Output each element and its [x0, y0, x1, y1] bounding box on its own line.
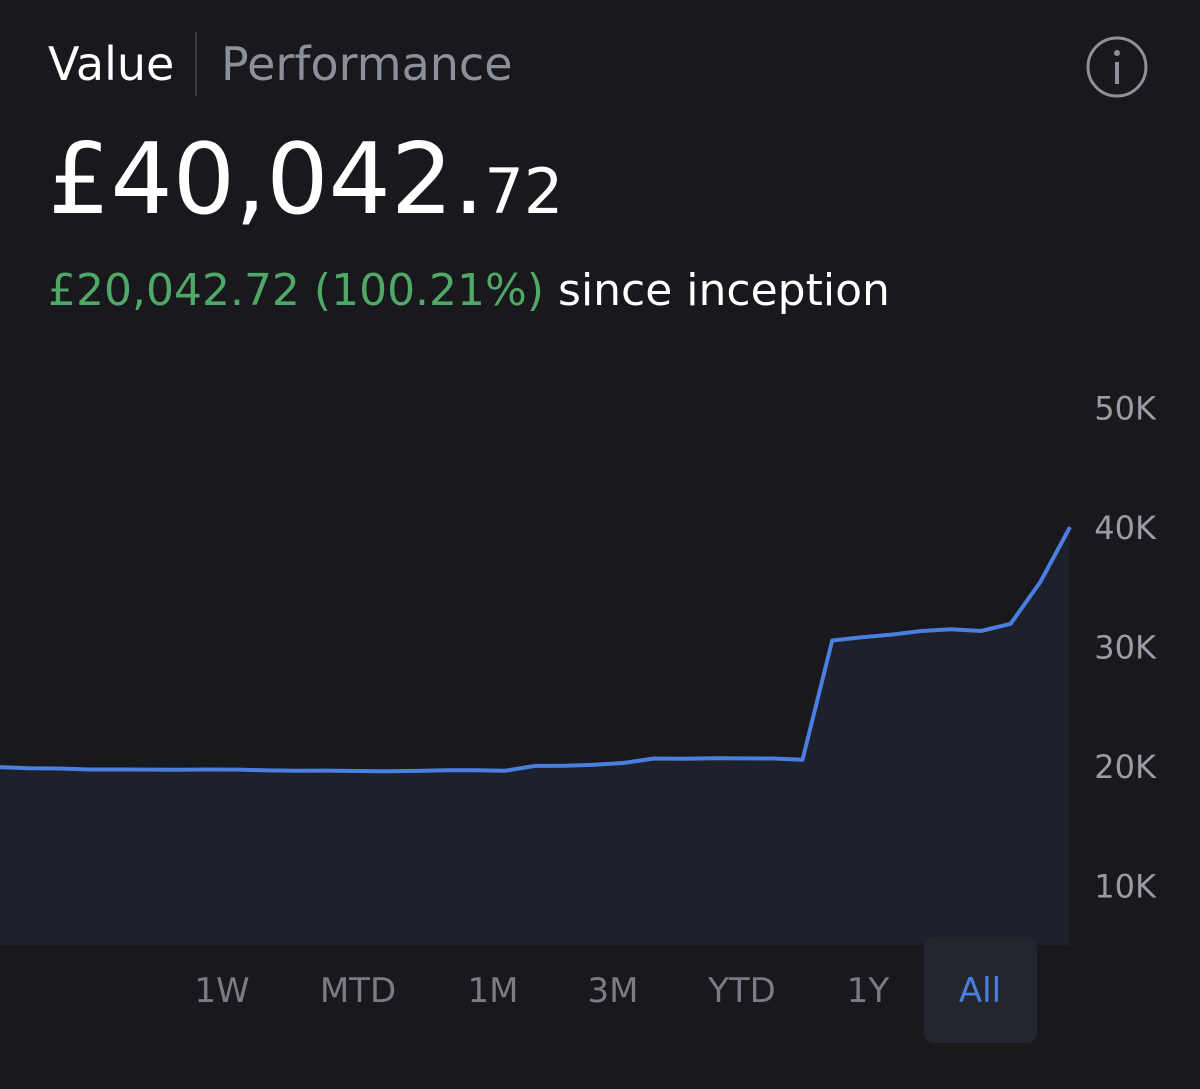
range-selector: 1W MTD 1M 3M YTD 1Y All — [194, 937, 1037, 1043]
y-tick-label: 20K — [1094, 748, 1157, 786]
info-dot — [1114, 50, 1120, 56]
range-button[interactable]: 3M — [588, 971, 639, 1011]
value-whole: £40,042. — [48, 123, 484, 237]
change-amount: £20,042.72 (100.21%) — [48, 265, 544, 316]
chart: 10K 20K 30K 40K 50K — [0, 390, 1157, 945]
line-area — [0, 527, 1070, 945]
range-button[interactable]: MTD — [320, 971, 396, 1011]
line — [0, 526, 1072, 774]
y-tick-label: 50K — [1094, 390, 1157, 428]
y-tick-label: 10K — [1094, 867, 1157, 905]
tab-value[interactable]: Value — [48, 37, 174, 91]
range-button[interactable]: 1W — [194, 971, 249, 1011]
change-label: since inception — [558, 265, 890, 316]
range-button[interactable]: 1Y — [847, 971, 890, 1011]
value-decimals: 72 — [484, 155, 563, 228]
range-button[interactable]: YTD — [707, 971, 776, 1011]
info-button[interactable] — [1086, 36, 1148, 98]
portfolio-value: £40,042.72 — [48, 123, 563, 237]
info-circle — [1086, 36, 1148, 98]
tab-performance[interactable]: Performance — [221, 37, 513, 91]
range-selected-bg — [924, 937, 1037, 1043]
range-button[interactable]: All — [959, 971, 1001, 1011]
y-tick-label: 40K — [1094, 509, 1157, 547]
y-tick-label: 30K — [1094, 629, 1157, 667]
range-button[interactable]: 1M — [468, 971, 519, 1011]
change: £20,042.72 (100.21%) since inception — [48, 265, 890, 316]
